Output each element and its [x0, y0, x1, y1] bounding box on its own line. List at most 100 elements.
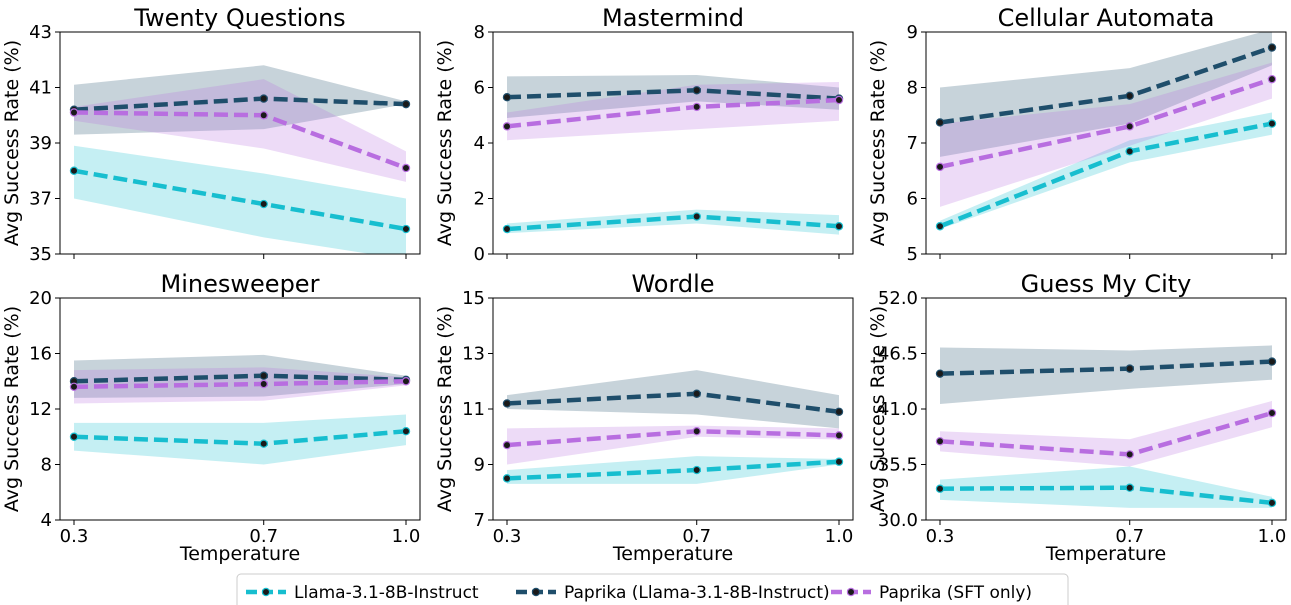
band-llama	[507, 209, 839, 235]
x-axis-label: Temperature	[179, 543, 300, 565]
panel-wordle: 7 9 11 13 15 0.3 0.7 1.0 Wordle Avg Success Rate …	[434, 270, 854, 565]
y-tick-label: 30.0	[878, 510, 918, 531]
legend: Llama-3.1-8B-Instruct Paprika (Llama-3.1-…	[236, 573, 1069, 605]
y-axis-label: Avg Success Rate (%)	[434, 40, 456, 246]
y-tick-label: 2	[474, 189, 485, 210]
point-paprika	[1267, 43, 1277, 52]
point-sft	[502, 122, 512, 131]
x-tick-label: 0.3	[493, 526, 522, 547]
y-tick-label: 7	[474, 510, 485, 531]
legend-item-sft: Paprika (SFT only)	[831, 583, 1032, 603]
y-tick-label: 8	[907, 78, 918, 99]
point-paprika	[935, 118, 945, 127]
band-paprika	[507, 75, 839, 119]
panel-mastermind: 0 2 4 6 8 Mastermind Avg Success Rate (%)	[434, 4, 854, 265]
x-tick-label: 0.3	[60, 526, 89, 547]
point-llama	[935, 484, 945, 493]
y-tick-label: 7	[907, 133, 918, 154]
y-axis-label: Avg Success Rate (%)	[867, 306, 889, 512]
y-tick-label: 4	[41, 510, 52, 531]
legend-label: Paprika (Llama-3.1-8B-Instruct)	[564, 583, 830, 603]
point-llama	[692, 212, 701, 221]
y-tick-label: 43	[29, 22, 52, 43]
y-axis-label: Avg Success Rate (%)	[867, 40, 889, 246]
point-sft	[259, 379, 268, 389]
y-axis-label: Avg Success Rate (%)	[1, 40, 23, 246]
band-llama	[74, 414, 406, 465]
point-sft	[259, 111, 268, 120]
y-tick-label: 6	[474, 78, 485, 99]
point-llama	[259, 199, 268, 209]
panel-title: Twenty Questions	[133, 4, 345, 32]
y-tick-label: 52.0	[878, 288, 918, 309]
point-llama	[502, 474, 512, 483]
legend-item-llama: Llama-3.1-8B-Instruct	[246, 583, 479, 603]
band-paprika	[507, 370, 839, 429]
y-tick-label: 8	[41, 455, 52, 476]
point-sft	[401, 377, 411, 386]
y-tick-label: 35.5	[878, 455, 918, 476]
point-sft	[1267, 74, 1277, 84]
legend-item-paprika: Paprika (Llama-3.1-8B-Instruct)	[516, 583, 830, 603]
point-sft	[401, 163, 411, 173]
legend-frame	[236, 573, 1069, 605]
point-sft	[834, 431, 844, 440]
y-tick-label: 16	[29, 344, 52, 365]
y-tick-label: 8	[474, 22, 485, 43]
point-paprika	[935, 369, 945, 378]
point-llama	[69, 432, 79, 441]
point-llama	[692, 465, 701, 475]
point-sft	[834, 95, 844, 105]
point-sft	[69, 108, 79, 117]
legend-label: Paprika (SFT only)	[879, 583, 1032, 603]
point-paprika	[1125, 364, 1134, 373]
plot-area	[502, 75, 844, 235]
panel-title: Wordle	[631, 270, 714, 298]
point-llama	[259, 439, 268, 448]
y-axis-label: Avg Success Rate (%)	[434, 306, 456, 512]
point-llama	[401, 224, 411, 234]
plot-area	[935, 32, 1277, 231]
point-paprika	[401, 99, 411, 109]
point-paprika	[1267, 357, 1277, 366]
y-tick-label: 9	[907, 22, 918, 43]
point-sft	[692, 102, 701, 112]
point-paprika	[834, 407, 844, 416]
x-tick-label: 1.0	[392, 526, 421, 547]
point-paprika	[259, 371, 268, 380]
point-paprika	[692, 389, 701, 398]
y-axis-label: Avg Success Rate (%)	[1, 306, 23, 512]
band-sft	[507, 425, 839, 465]
y-tick-label: 4	[474, 133, 485, 154]
point-sft	[935, 437, 945, 446]
plot-area	[935, 345, 1277, 508]
x-tick-label: 0.7	[1115, 526, 1144, 547]
y-tick-label: 46.5	[878, 344, 918, 365]
y-tick-label: 15	[462, 288, 485, 309]
band-paprika	[940, 32, 1272, 157]
point-paprika	[502, 93, 512, 102]
panel-title: Minesweeper	[161, 270, 320, 298]
point-sft	[69, 382, 79, 391]
legend-marker	[846, 587, 856, 597]
point-paprika	[259, 94, 268, 103]
y-tick-label: 35	[29, 244, 52, 265]
y-tick-label: 37	[29, 189, 52, 210]
y-tick-label: 20	[29, 288, 52, 309]
point-paprika	[1125, 91, 1134, 101]
legend-label: Llama-3.1-8B-Instruct	[294, 583, 479, 603]
point-llama	[1125, 147, 1134, 156]
x-tick-label: 0.3	[926, 526, 955, 547]
y-tick-label: 11	[462, 399, 485, 420]
point-llama	[401, 427, 411, 436]
x-tick-label: 1.0	[1258, 526, 1287, 547]
band-sft	[940, 400, 1272, 467]
point-llama	[1267, 119, 1277, 128]
plot-area	[502, 370, 844, 484]
legend-marker	[261, 587, 271, 597]
point-llama	[834, 457, 844, 466]
point-llama	[502, 224, 512, 234]
point-sft	[935, 162, 945, 172]
y-tick-label: 13	[462, 344, 485, 365]
